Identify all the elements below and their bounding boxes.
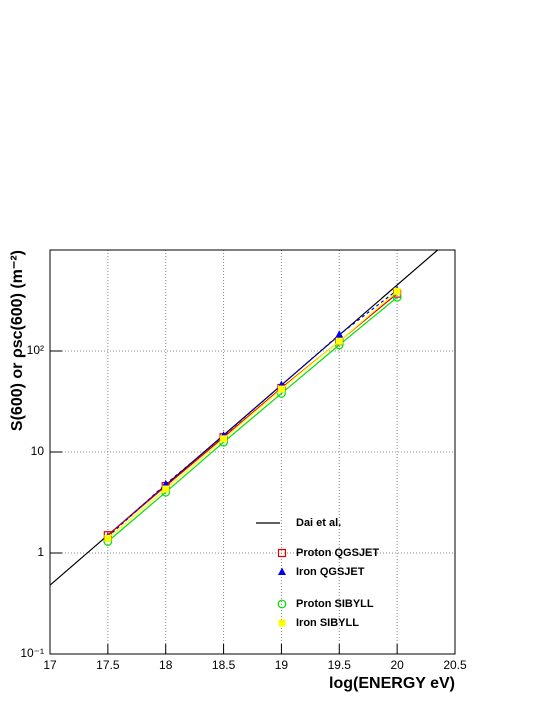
legend-marker xyxy=(278,567,286,575)
series-line xyxy=(107,289,398,538)
x-axis-label: log(ENERGY eV) xyxy=(329,675,455,692)
marker xyxy=(104,534,112,542)
x-tick-label: 20 xyxy=(390,658,404,672)
marker xyxy=(161,479,170,488)
x-tick-label: 17 xyxy=(43,658,57,672)
legend-label: Dai et al. xyxy=(296,517,341,529)
x-tick-label: 18.5 xyxy=(212,658,236,672)
series-line xyxy=(107,296,398,542)
x-tick-label: 19.5 xyxy=(328,658,352,672)
x-tick-label: 17.5 xyxy=(96,658,120,672)
y-tick-label: 10⁻¹ xyxy=(20,646,44,660)
legend-marker xyxy=(277,548,287,558)
marker xyxy=(335,330,344,338)
y-tick-label: 10 xyxy=(31,444,45,458)
legend-label: Proton SIBYLL xyxy=(296,598,374,610)
legend-label: Iron QGSJET xyxy=(296,566,365,578)
x-tick-label: 19 xyxy=(275,658,289,672)
marker xyxy=(335,337,343,345)
legend-label: Proton QGSJET xyxy=(296,547,379,559)
x-tick-label: 20.5 xyxy=(443,658,467,672)
plot-frame xyxy=(49,249,456,655)
marker xyxy=(162,485,170,493)
marker xyxy=(277,385,285,393)
legend-marker xyxy=(278,619,286,627)
x-tick-label: 18 xyxy=(159,658,173,672)
series-line xyxy=(107,290,398,539)
legend-marker xyxy=(277,599,287,609)
y-tick-label: 1 xyxy=(37,545,44,559)
marker xyxy=(393,287,401,295)
y-axis-label: S(600) or ρsc(600) (m⁻²) xyxy=(9,250,26,431)
legend-label: Iron SIBYLL xyxy=(296,617,359,629)
y-tick-label: 10² xyxy=(27,343,44,357)
marker xyxy=(220,435,228,443)
